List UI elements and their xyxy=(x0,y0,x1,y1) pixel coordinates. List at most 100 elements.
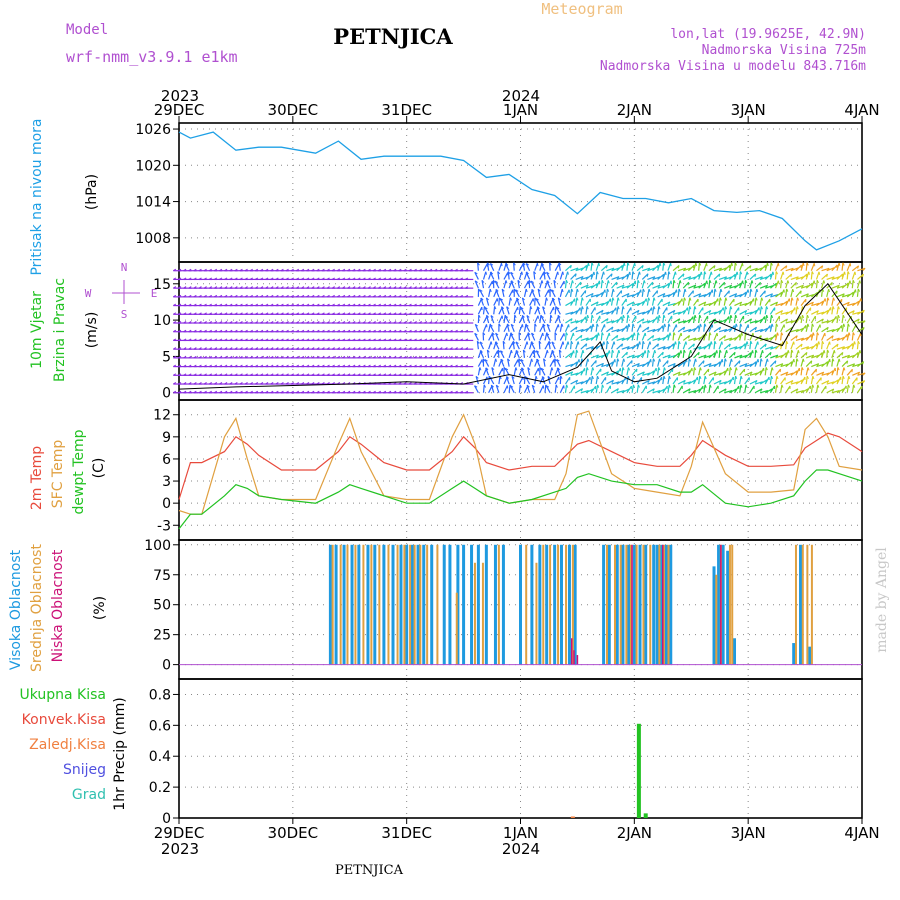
wind-barb-head xyxy=(678,371,681,375)
wind-barb-head xyxy=(183,268,187,272)
wind-barb-head xyxy=(672,343,675,347)
wind-barb xyxy=(693,273,700,280)
wind-barb-head xyxy=(173,390,177,394)
bottom-day-label: 1JAN xyxy=(503,824,538,842)
wind-barb xyxy=(683,328,692,333)
wind-barb xyxy=(739,323,742,332)
wind-barb-head xyxy=(424,364,428,368)
wind-barb xyxy=(545,333,551,341)
wind-barb xyxy=(734,345,743,350)
wind-barb xyxy=(672,318,681,324)
cloud-bar xyxy=(413,544,416,665)
wind-barb xyxy=(480,297,485,306)
wind-barb-head xyxy=(188,268,192,272)
wind-barb xyxy=(529,298,534,306)
wind-barb-head xyxy=(383,390,387,394)
wind-barb-head xyxy=(844,271,846,275)
wind-barb xyxy=(626,282,634,289)
wind-barb-head xyxy=(403,373,407,376)
wind-barb-head xyxy=(434,268,438,272)
wind-barb-head xyxy=(249,321,253,324)
wind-barb-head xyxy=(641,352,644,356)
wind-barb xyxy=(503,272,509,280)
wind-barb xyxy=(790,328,799,333)
wind-barb-head xyxy=(657,265,659,269)
wind-barb xyxy=(821,280,825,289)
wind-barb xyxy=(851,265,859,272)
wind-barb xyxy=(749,309,758,315)
wind-barb xyxy=(708,371,717,376)
wind-barb-head xyxy=(556,359,560,362)
wind-barb-head xyxy=(285,294,289,298)
wind-barb xyxy=(856,350,861,359)
wind-barb-head xyxy=(183,382,187,385)
y-tick-label: 0.2 xyxy=(149,780,171,796)
wind-barb xyxy=(605,385,611,394)
wind-barb-head xyxy=(331,277,335,280)
wind-barb xyxy=(667,368,674,376)
wind-barb-head xyxy=(501,263,503,267)
wind-barb xyxy=(558,262,561,271)
wind-barb-head xyxy=(260,347,264,350)
wind-barb-head xyxy=(774,334,777,338)
wind-barb-head xyxy=(424,347,428,350)
wind-barb-head xyxy=(275,312,279,315)
wind-barb xyxy=(482,263,488,272)
wind-barb xyxy=(546,324,551,332)
wind-barb xyxy=(600,341,605,350)
wind-barb-head xyxy=(688,335,691,339)
y-tick-label: 1020 xyxy=(135,158,171,174)
wind-barb xyxy=(811,363,820,368)
wind-barb-head xyxy=(413,329,417,333)
wind-barb xyxy=(504,263,510,271)
wind-barb xyxy=(693,285,702,289)
wind-barb xyxy=(526,315,531,324)
wind-barb-head xyxy=(326,329,330,333)
wind-barb xyxy=(474,272,479,280)
wind-barb-head xyxy=(193,294,197,298)
wind-barb-head xyxy=(708,310,712,314)
wind-barb-head xyxy=(810,360,813,364)
wind-barb xyxy=(556,359,561,367)
wind-barb-head xyxy=(576,349,579,353)
wind-barb-head xyxy=(642,371,645,375)
bottom-day-label: 31DEC xyxy=(381,824,432,842)
wind-barb xyxy=(759,343,767,350)
wind-barb-head xyxy=(477,340,480,344)
wind-barb-head xyxy=(725,297,728,301)
wind-barb-head xyxy=(851,369,853,373)
wind-barb xyxy=(754,349,757,358)
wind-barb-head xyxy=(377,338,382,341)
wind-barb-head xyxy=(178,390,182,394)
wind-barb-head xyxy=(229,364,233,368)
wind-barb-head xyxy=(331,312,335,315)
wind-barb xyxy=(564,289,570,298)
wind-barb-head xyxy=(521,271,523,275)
top-day-label: 29DEC xyxy=(154,101,205,119)
wind-barb xyxy=(631,384,635,393)
wind-barb xyxy=(580,390,589,394)
wind-barb-head xyxy=(699,314,702,319)
wind-barb-head xyxy=(316,321,320,324)
wind-barb-head xyxy=(270,294,274,298)
wind-barb xyxy=(733,262,736,271)
wind-barb-head xyxy=(510,350,513,354)
wind-barb-head xyxy=(285,347,289,350)
wind-barb xyxy=(585,367,588,376)
wind-barb-head xyxy=(229,277,233,280)
wind-barb-head xyxy=(367,329,371,333)
wind-barb xyxy=(570,379,578,385)
wind-barb xyxy=(806,294,815,298)
wind-barb-head xyxy=(249,373,253,376)
wind-barb-head xyxy=(352,390,356,394)
precip-graupel-label: Grad xyxy=(72,787,106,803)
bottom-day-label: 2JAN xyxy=(617,824,652,842)
wind-barb-head xyxy=(501,306,505,310)
wind-barb-head xyxy=(494,306,497,310)
wind-barb-head xyxy=(290,294,294,298)
wind-barb-head xyxy=(591,314,594,319)
wind-unit: (m/s) xyxy=(84,312,100,349)
wind-barb-head xyxy=(714,288,717,292)
wind-barb xyxy=(682,370,691,376)
wind-barb-head xyxy=(306,347,310,350)
